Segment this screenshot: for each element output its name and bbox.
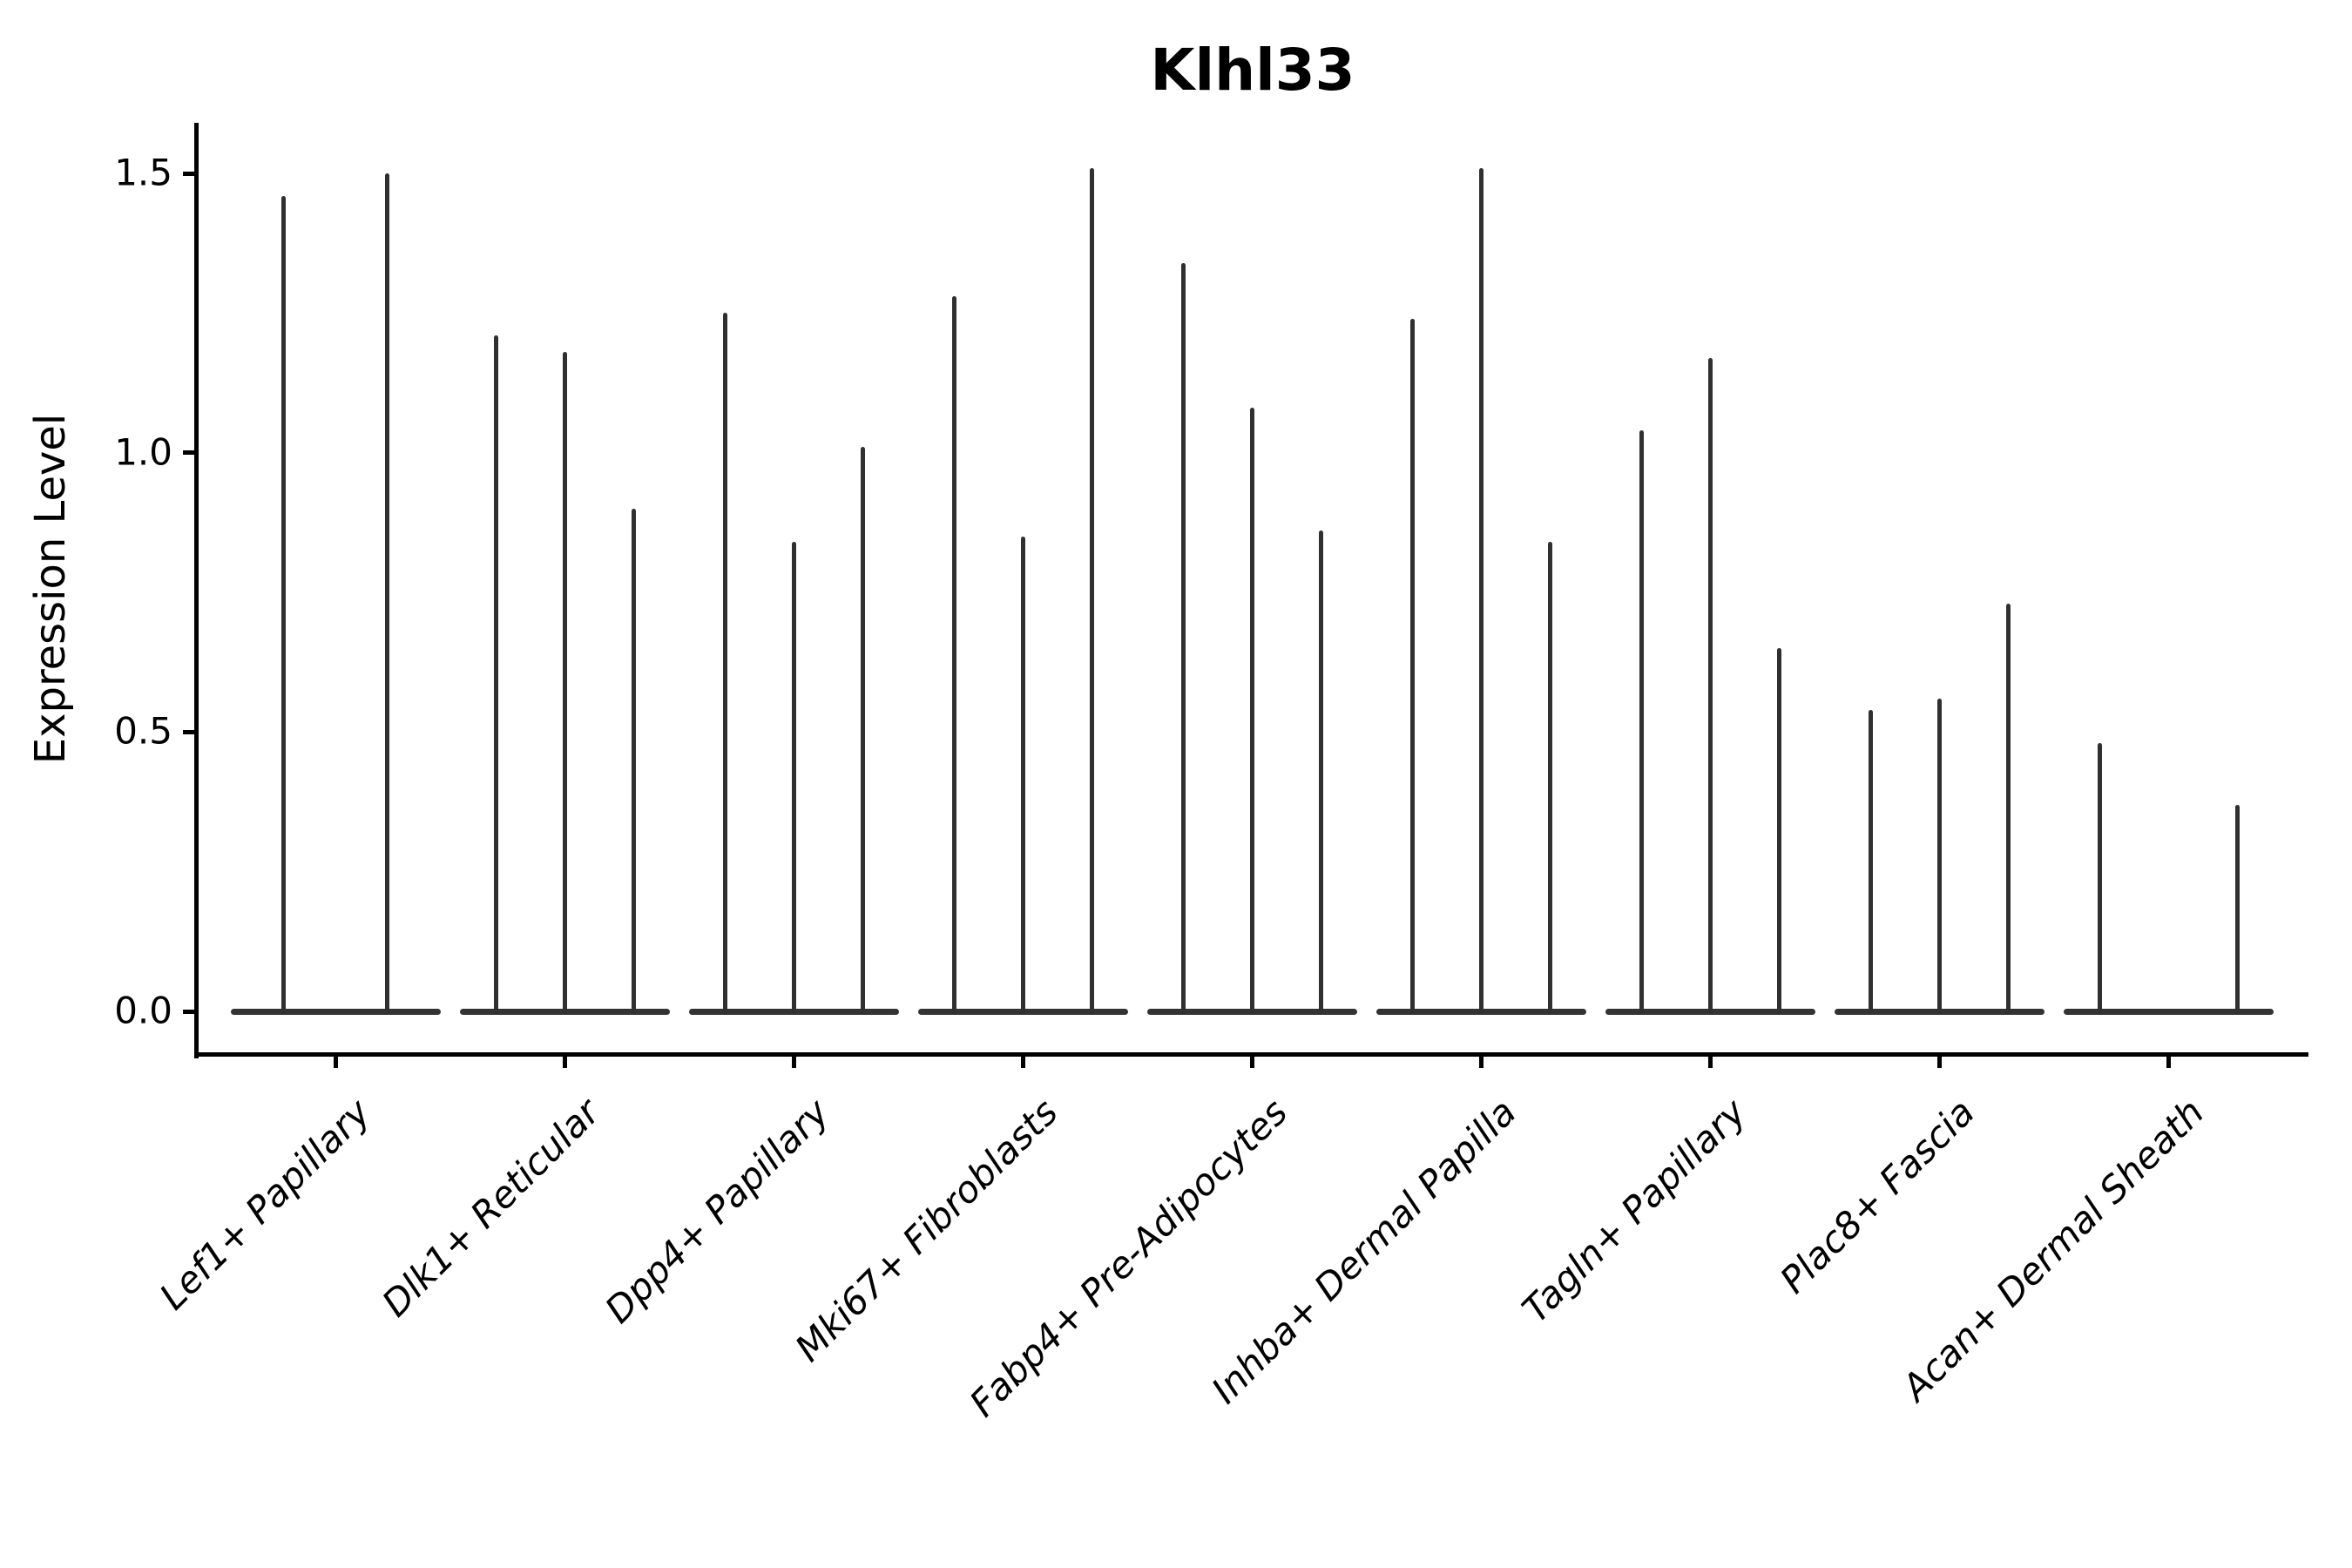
y-axis-spine bbox=[194, 123, 199, 1058]
violin-spike bbox=[1089, 167, 1094, 1014]
violin-spike bbox=[2006, 603, 2011, 1014]
violin-spike bbox=[2098, 743, 2103, 1014]
y-tick-label: 0.0 bbox=[114, 989, 172, 1032]
violin-spike bbox=[281, 195, 286, 1014]
violin-spike bbox=[631, 508, 636, 1014]
violin-base bbox=[2064, 1008, 2274, 1015]
y-tick-mark bbox=[183, 171, 197, 176]
y-tick-mark bbox=[183, 729, 197, 734]
violin-spike bbox=[1708, 357, 1713, 1014]
plot-title: Klhl33 bbox=[1150, 37, 1355, 104]
x-tick-mark bbox=[1937, 1054, 1943, 1068]
x-tick-label: Mki67+ Fibroblasts bbox=[787, 1091, 1066, 1370]
violin-spike bbox=[385, 173, 389, 1014]
y-axis-label: Expression Level bbox=[26, 413, 75, 765]
violin-spike bbox=[1020, 536, 1025, 1014]
x-tick-label: Lef1+ Papillary bbox=[151, 1091, 379, 1318]
violin-spike bbox=[562, 352, 567, 1014]
y-tick-mark bbox=[183, 450, 197, 456]
violin-spike bbox=[2235, 804, 2240, 1014]
x-tick-mark bbox=[562, 1054, 567, 1068]
y-tick-label: 1.5 bbox=[114, 151, 172, 194]
x-tick-mark bbox=[2166, 1054, 2172, 1068]
x-tick-mark bbox=[1249, 1054, 1254, 1068]
violin-spike bbox=[1249, 408, 1254, 1014]
violin-spike bbox=[1180, 262, 1186, 1014]
violin-spike bbox=[951, 296, 956, 1014]
violin-spike bbox=[1479, 167, 1484, 1014]
violin-spike bbox=[1937, 698, 1943, 1014]
x-tick-label: Plac8+ Fascia bbox=[1772, 1091, 1984, 1302]
x-tick-label: Dpp4+ Papillary bbox=[596, 1091, 837, 1332]
x-tick-mark bbox=[333, 1054, 338, 1068]
x-tick-mark bbox=[791, 1054, 796, 1068]
violin-spike bbox=[493, 335, 498, 1014]
x-tick-label: Dlk1+ Reticular bbox=[373, 1091, 608, 1325]
violin-spike bbox=[1410, 318, 1415, 1014]
y-tick-label: 1.0 bbox=[114, 430, 172, 474]
x-tick-mark bbox=[1020, 1054, 1025, 1068]
violin-spike bbox=[1639, 430, 1645, 1014]
x-tick-mark bbox=[1708, 1054, 1713, 1068]
y-tick-mark bbox=[183, 1009, 197, 1014]
x-tick-label: Tagln+ Papillary bbox=[1513, 1091, 1754, 1331]
violin-spike bbox=[860, 447, 865, 1014]
violin-base bbox=[230, 1008, 441, 1015]
x-tick-mark bbox=[1479, 1054, 1484, 1068]
violin-spike bbox=[1869, 709, 1874, 1014]
violin-spike bbox=[1318, 531, 1323, 1014]
violin-spike bbox=[791, 542, 796, 1014]
y-tick-label: 0.5 bbox=[114, 709, 172, 753]
violin-spike bbox=[1548, 542, 1552, 1014]
violin-spike bbox=[1777, 648, 1782, 1014]
violin-spike bbox=[722, 313, 727, 1014]
